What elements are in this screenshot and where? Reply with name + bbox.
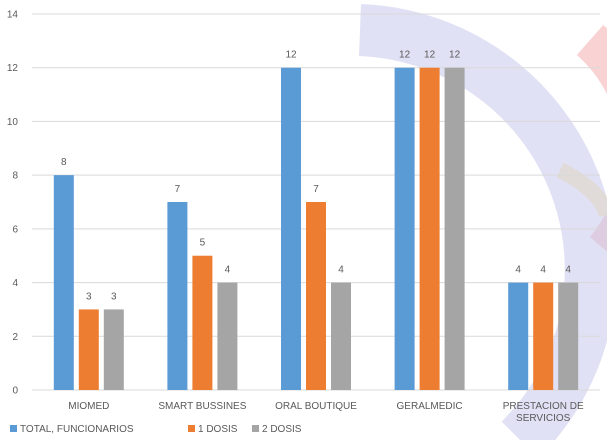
y-tick-label: 10 (7, 117, 19, 128)
data-labels: 8 3 3 7 5 4 12 7 4 12 12 12 4 4 4 (61, 50, 571, 303)
data-label: 12 (424, 50, 436, 61)
category-labels: MIOMED SMART BUSSINES ORAL BOUTIQUE GERALME… (68, 401, 584, 424)
legend-label: TOTAL, FUNCIONARIOS (20, 424, 134, 435)
bar (533, 282, 554, 390)
data-label: 4 (338, 265, 344, 276)
bar (103, 309, 124, 390)
legend-swatch (252, 425, 259, 432)
data-label: 3 (86, 291, 92, 302)
y-tick-label: 6 (12, 224, 18, 235)
data-label: 4 (565, 265, 571, 276)
data-label: 4 (540, 265, 546, 276)
bar (558, 282, 579, 390)
category-label: GERALMEDIC (397, 401, 463, 412)
y-tick-label: 4 (12, 278, 18, 289)
bar (331, 282, 351, 390)
data-label: 8 (61, 157, 67, 168)
data-label: 4 (515, 265, 521, 276)
bar (444, 67, 465, 390)
data-label: 12 (449, 50, 461, 61)
data-label: 7 (175, 184, 181, 195)
data-label: 3 (111, 291, 117, 302)
bar (394, 67, 415, 390)
legend: TOTAL, FUNCIONARIOS 1 DOSIS 2 DOSIS (10, 424, 302, 435)
data-label: 12 (285, 50, 297, 61)
legend-label: 1 DOSIS (198, 424, 238, 435)
bar (508, 282, 529, 390)
bar (78, 309, 99, 390)
bar (217, 282, 238, 390)
y-tick-label: 8 (12, 171, 18, 182)
legend-swatch (10, 425, 17, 432)
data-label: 5 (200, 238, 206, 249)
bar (192, 255, 213, 390)
category-label: ORAL BOUTIQUE (275, 401, 357, 412)
data-label: 7 (313, 184, 319, 195)
y-tick-label: 12 (7, 63, 19, 74)
y-axis-ticks: 0 2 4 6 8 10 12 14 (7, 10, 19, 397)
category-label: MIOMED (68, 401, 109, 412)
bar (281, 67, 301, 390)
bar (53, 175, 74, 390)
legend-swatch (188, 425, 195, 432)
y-tick-label: 2 (12, 332, 18, 343)
y-tick-label: 0 (12, 386, 18, 397)
data-label: 12 (399, 50, 411, 61)
category-label: PRESTACION DE (503, 401, 584, 412)
category-label: SERVICIOS (516, 413, 571, 424)
bar (306, 202, 326, 390)
legend-label: 2 DOSIS (262, 424, 302, 435)
bars (53, 67, 579, 390)
bar (419, 67, 440, 390)
y-tick-label: 14 (7, 10, 19, 21)
category-label: SMART BUSSINES (158, 401, 246, 412)
bar (167, 202, 188, 390)
data-label: 4 (225, 265, 231, 276)
